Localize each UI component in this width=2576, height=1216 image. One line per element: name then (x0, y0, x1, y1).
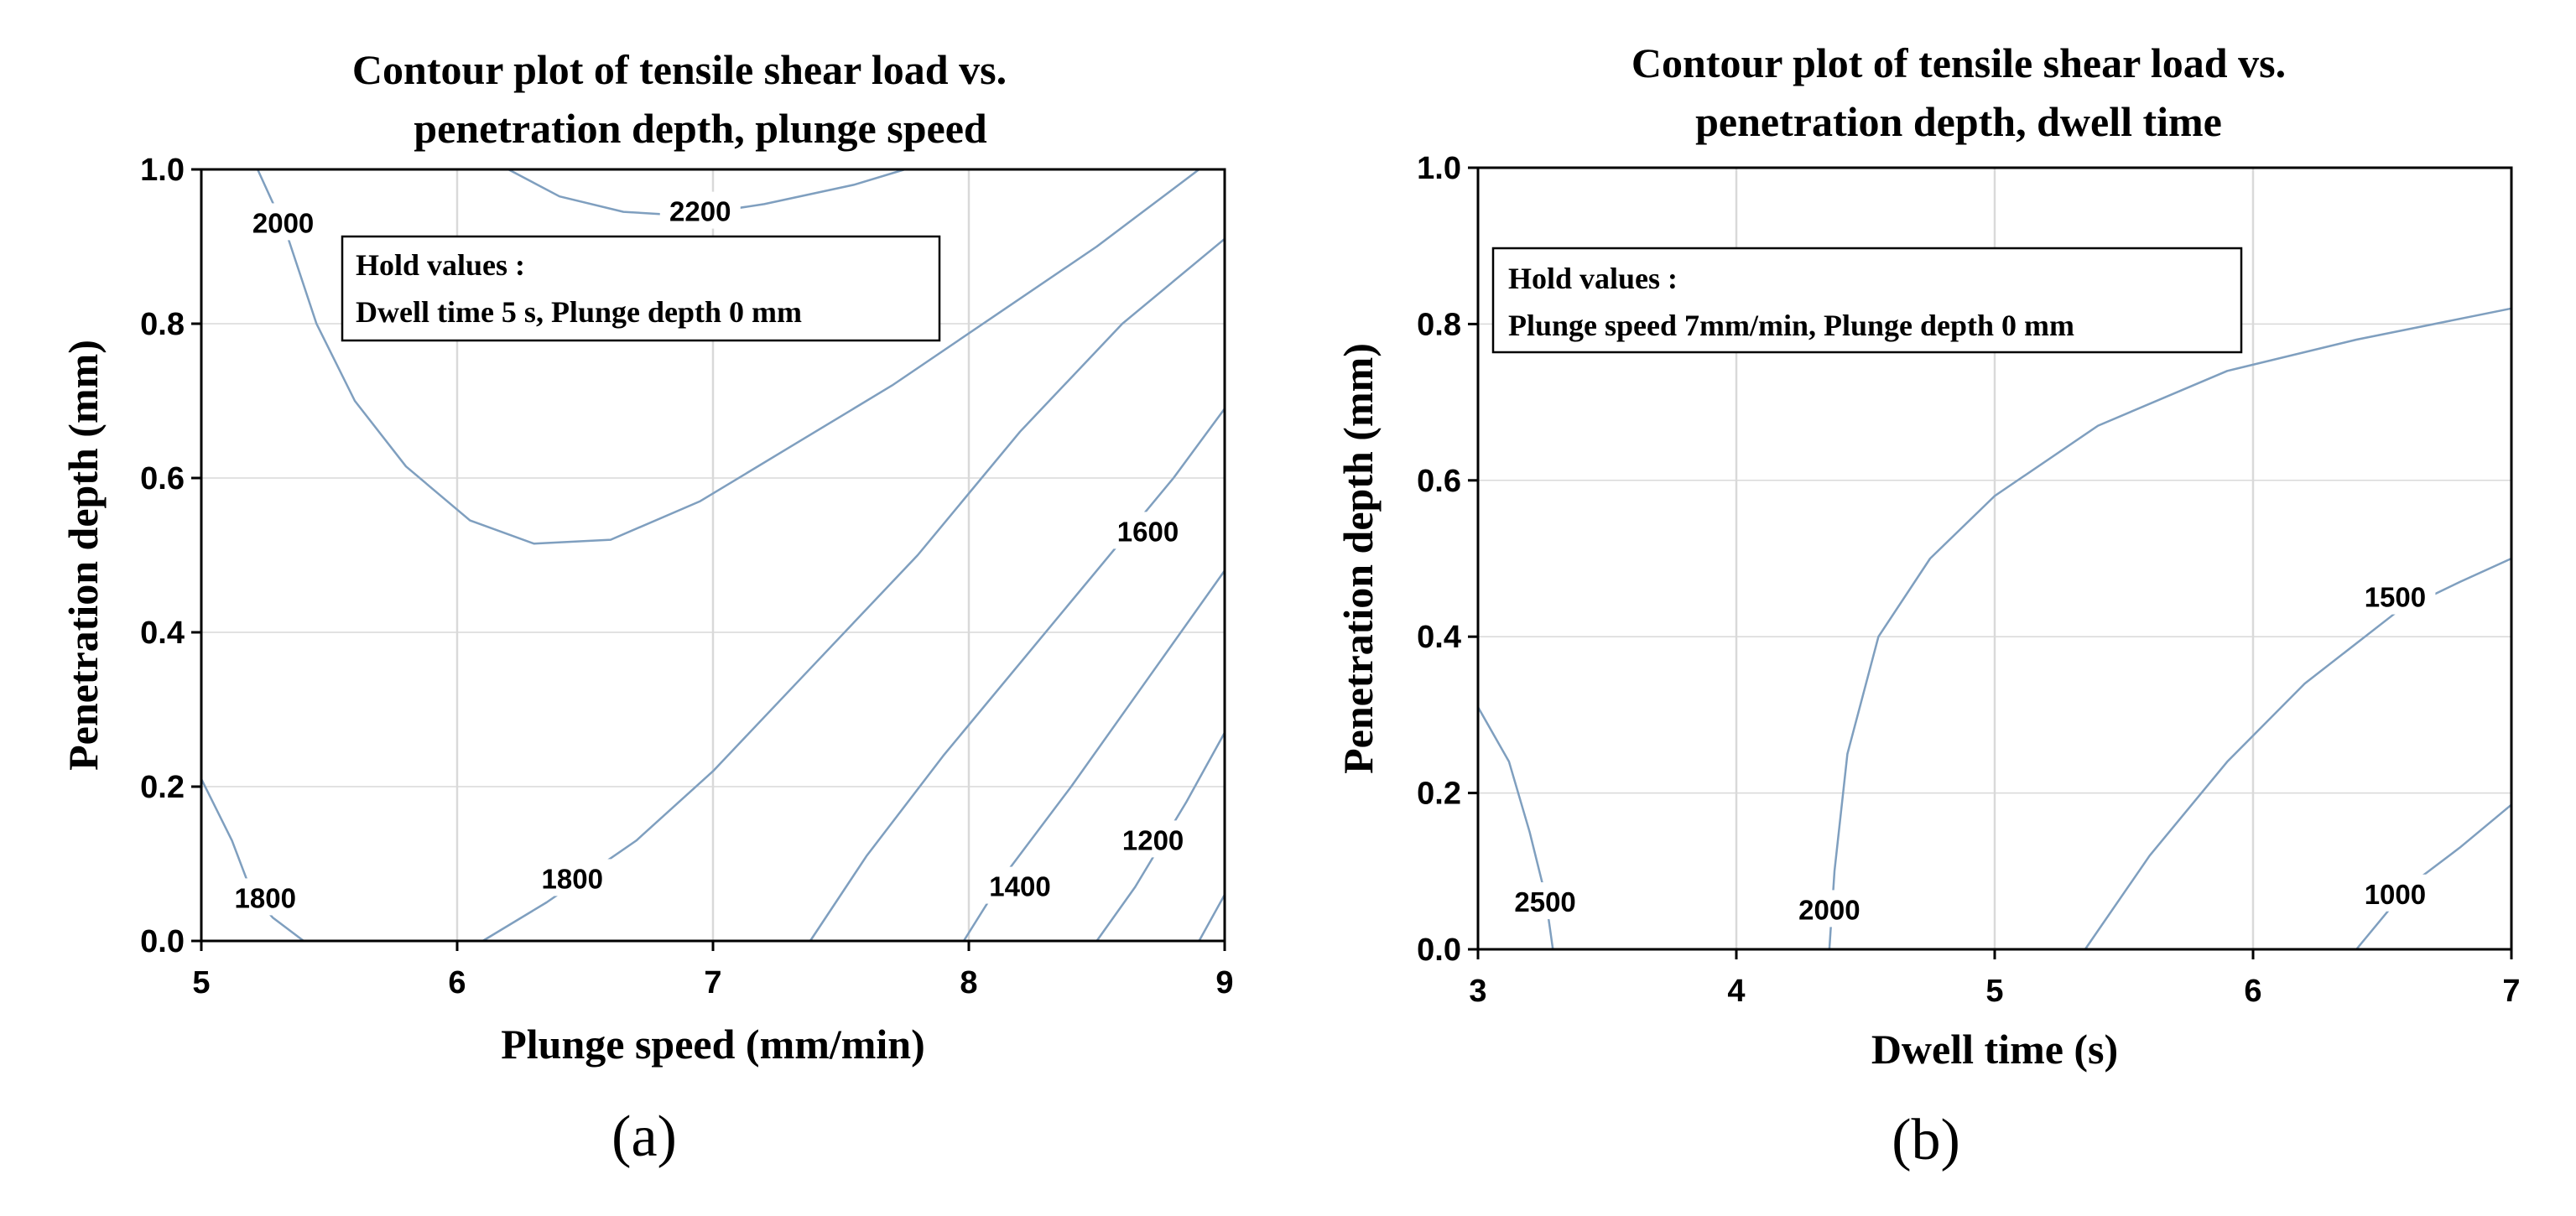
contour-line-2000 (256, 169, 1200, 545)
y-tick-label: 0.0 (140, 924, 185, 959)
chart-b-ticks: 3 4 5 6 7 0.0 0.2 0.4 0.6 0.8 1.0 (1417, 151, 2520, 1009)
chart-b-y-axis-label: Penetration depth (mm) (1335, 343, 1382, 774)
chart-a-hold-label: Hold values : (356, 248, 525, 282)
x-tick-label: 8 (960, 965, 977, 1000)
contour-label-1000: 1000 (2365, 879, 2426, 910)
chart-a-title-line-1: Contour plot of tensile shear load vs. (352, 46, 1007, 93)
chart-b-hold-box-frame (1491, 247, 2243, 354)
chart-b-hold-values: Plunge speed 7mm/min, Plunge depth 0 mm (1508, 309, 2074, 342)
y-tick-label: 0.6 (1417, 464, 1461, 499)
chart-b-contours: 2500 2000 1500 1000 (1476, 307, 2512, 950)
y-tick-label: 0.4 (1417, 620, 1461, 655)
contour-label-bg (242, 203, 324, 241)
x-tick-label: 7 (2502, 974, 2520, 1009)
x-tick-label: 7 (704, 965, 721, 1000)
chart-panel-a: Contour plot of tensile shear load vs. p… (60, 46, 1234, 1169)
contour-label-bg (659, 191, 741, 229)
chart-b-title-line-2: penetration depth, dwell time (1695, 98, 2222, 145)
x-tick-label: 5 (192, 965, 210, 1000)
contour-label-1200: 1200 (1122, 824, 1184, 855)
contour-label-bg (980, 866, 1060, 904)
chart-b-x-axis-label: Dwell time (s) (1871, 1026, 2118, 1073)
contour-line-2000 (1828, 307, 2512, 950)
contour-label-1500: 1500 (2365, 582, 2426, 613)
chart-b-hold-box: Hold values : Plunge speed 7mm/min, Plun… (1491, 247, 2243, 354)
chart-b-panel-letter: (b) (1892, 1108, 1960, 1172)
chart-a-hold-box: Hold values : Dwell time 5 s, Plunge dep… (341, 235, 941, 342)
contour-label-bg (532, 859, 613, 896)
y-tick-label: 0.8 (1417, 307, 1461, 342)
contour-line-1800 (200, 778, 304, 942)
x-tick-label: 6 (448, 965, 466, 1000)
x-tick-label: 3 (1469, 974, 1486, 1009)
chart-a-title-line-2: penetration depth, plunge speed (414, 105, 987, 152)
chart-b-title-line-1: Contour plot of tensile shear load vs. (1631, 39, 2286, 86)
contour-label-bg (225, 878, 306, 916)
y-tick-label: 0.8 (140, 307, 185, 342)
contour-label-bg (2355, 874, 2436, 912)
contour-label-bg (1107, 512, 1189, 549)
contour-label-1800: 1800 (542, 863, 603, 894)
x-tick-label: 4 (1727, 974, 1745, 1009)
y-tick-label: 0.6 (140, 461, 185, 496)
contour-line-1600 (809, 408, 1226, 942)
x-tick-label: 6 (2244, 974, 2261, 1009)
contour-label-bg (1505, 882, 1586, 920)
contour-label-bg (2355, 577, 2436, 615)
y-tick-label: 0.2 (140, 770, 185, 805)
contour-line-1000 (2355, 803, 2512, 950)
x-tick-label: 5 (1985, 974, 2003, 1009)
y-tick-label: 0.2 (1417, 777, 1461, 812)
y-tick-label: 1.0 (1417, 151, 1461, 186)
chart-a-panel-letter: (a) (611, 1104, 677, 1169)
contour-label-2000: 2000 (1798, 894, 1860, 925)
chart-a-contours: 2200 2000 1800 1800 1600 1400 1200 (200, 168, 1226, 943)
contour-label-2200: 2200 (669, 196, 731, 227)
y-tick-label: 1.0 (140, 153, 185, 188)
chart-a-x-axis-label: Plunge speed (mm/min) (501, 1021, 925, 1068)
chart-a-ticks: 5 6 7 8 9 0.0 0.2 0.4 0.6 0.8 1.0 (140, 153, 1233, 1000)
contour-label-1400: 1400 (989, 871, 1050, 902)
chart-b-hold-label: Hold values : (1508, 262, 1678, 295)
chart-a-hold-values: Dwell time 5 s, Plunge depth 0 mm (356, 295, 802, 329)
contour-label-2000: 2000 (252, 207, 314, 238)
x-tick-label: 9 (1215, 965, 1233, 1000)
chart-a-y-axis-label: Penetration depth (mm) (60, 340, 107, 771)
contour-label-1600: 1600 (1117, 516, 1179, 547)
y-tick-label: 0.4 (140, 616, 185, 651)
contour-label-bg (1112, 820, 1194, 858)
chart-panel-b: Contour plot of tensile shear load vs. p… (1335, 39, 2521, 1172)
contour-line-1500 (2084, 557, 2512, 950)
chart-a-hold-box-frame (341, 235, 941, 342)
contour-label-2500: 2500 (1514, 886, 1575, 917)
y-tick-label: 0.0 (1417, 933, 1461, 968)
contour-label-bg (1788, 890, 1870, 928)
contour-line-1000 (1198, 894, 1226, 942)
contour-label-1800: 1800 (235, 882, 296, 913)
